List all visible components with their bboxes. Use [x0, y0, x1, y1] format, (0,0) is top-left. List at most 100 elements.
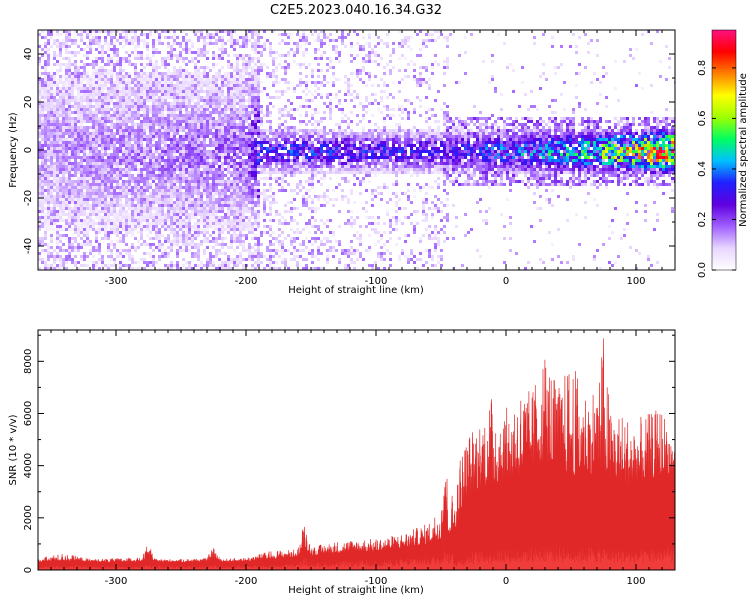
heatmap-cell	[71, 156, 74, 159]
heatmap-cell	[65, 87, 68, 90]
heatmap-cell	[146, 153, 149, 156]
heatmap-cell	[260, 255, 263, 258]
heatmap-cell	[137, 267, 140, 270]
heatmap-cell	[122, 216, 125, 219]
heatmap-cell	[167, 108, 170, 111]
heatmap-cell	[125, 105, 128, 108]
heatmap-cell	[242, 177, 245, 180]
heatmap-cell	[38, 78, 41, 81]
heatmap-cell	[188, 39, 191, 42]
heatmap-cell	[122, 126, 125, 129]
heatmap-cell	[125, 222, 128, 225]
heatmap-cell	[254, 132, 257, 135]
heatmap-cell	[194, 90, 197, 93]
heatmap-cell	[113, 186, 116, 189]
heatmap-cell	[146, 213, 149, 216]
heatmap-cell	[176, 207, 179, 210]
heatmap-cell	[110, 42, 113, 45]
heatmap-cell	[152, 180, 155, 183]
heatmap-cell	[272, 63, 275, 66]
heatmap-cell	[185, 177, 188, 180]
heatmap-cell	[62, 225, 65, 228]
heatmap-cell	[167, 93, 170, 96]
heatmap-cell	[224, 213, 227, 216]
heatmap-cell	[209, 201, 212, 204]
heatmap-cell	[221, 75, 224, 78]
heatmap-cell	[95, 204, 98, 207]
heatmap-cell	[239, 96, 242, 99]
heatmap-cell	[38, 75, 41, 78]
heatmap-cell	[80, 111, 83, 114]
heatmap-cell	[89, 174, 92, 177]
heatmap-cell	[233, 159, 236, 162]
heatmap-cell	[257, 111, 260, 114]
heatmap-cell	[53, 108, 56, 111]
heatmap-cell	[95, 156, 98, 159]
heatmap-cell	[47, 132, 50, 135]
heatmap-cell	[245, 150, 248, 153]
heatmap-cell	[185, 222, 188, 225]
heatmap-cell	[62, 117, 65, 120]
heatmap-cell	[191, 186, 194, 189]
heatmap-cell	[185, 99, 188, 102]
heatmap-cell	[221, 141, 224, 144]
heatmap-cell	[161, 60, 164, 63]
heatmap-cell	[272, 162, 275, 165]
heatmap-cell	[221, 150, 224, 153]
heatmap-cell	[47, 33, 50, 36]
heatmap-cell	[56, 168, 59, 171]
heatmap-cell	[164, 63, 167, 66]
heatmap-cell	[227, 246, 230, 249]
heatmap-cell	[71, 258, 74, 261]
heatmap-cell	[233, 84, 236, 87]
heatmap-cell	[77, 111, 80, 114]
heatmap-cell	[242, 234, 245, 237]
heatmap-cell	[119, 183, 122, 186]
heatmap-cell	[221, 204, 224, 207]
heatmap-cell	[131, 108, 134, 111]
heatmap-cell	[218, 117, 221, 120]
heatmap-cell	[164, 264, 167, 267]
heatmap-cell	[143, 42, 146, 45]
heatmap-cell	[77, 234, 80, 237]
heatmap-cell	[245, 69, 248, 72]
heatmap-cell	[215, 204, 218, 207]
heatmap-cell	[266, 246, 269, 249]
heatmap-cell	[149, 105, 152, 108]
heatmap-cell	[173, 180, 176, 183]
heatmap-cell	[110, 72, 113, 75]
heatmap-cell	[125, 162, 128, 165]
heatmap-cell	[47, 144, 50, 147]
heatmap-cell	[137, 111, 140, 114]
heatmap-cell	[110, 264, 113, 267]
heatmap-cell	[98, 51, 101, 54]
heatmap-cell	[38, 207, 41, 210]
heatmap-cell	[119, 87, 122, 90]
heatmap-cell	[230, 111, 233, 114]
heatmap-cell	[257, 57, 260, 60]
heatmap-cell	[239, 165, 242, 168]
heatmap-cell	[98, 81, 101, 84]
heatmap-cell	[101, 264, 104, 267]
heatmap-cell	[263, 147, 266, 150]
heatmap-cell	[221, 123, 224, 126]
heatmap-cell	[179, 153, 182, 156]
heatmap-cell	[119, 117, 122, 120]
heatmap-cell	[83, 177, 86, 180]
heatmap-cell	[50, 117, 53, 120]
heatmap-cell	[41, 78, 44, 81]
heatmap-cell	[185, 243, 188, 246]
heatmap-cell	[173, 114, 176, 117]
heatmap-cell	[227, 162, 230, 165]
heatmap-cell	[59, 138, 62, 141]
heatmap-cell	[233, 168, 236, 171]
heatmap-cell	[260, 171, 263, 174]
heatmap-cell	[71, 201, 74, 204]
heatmap-cell	[107, 153, 110, 156]
heatmap-cell	[215, 42, 218, 45]
heatmap-cell	[152, 135, 155, 138]
heatmap-cell	[173, 189, 176, 192]
heatmap-cell	[257, 147, 260, 150]
heatmap-cell	[158, 51, 161, 54]
heatmap-cell	[182, 147, 185, 150]
